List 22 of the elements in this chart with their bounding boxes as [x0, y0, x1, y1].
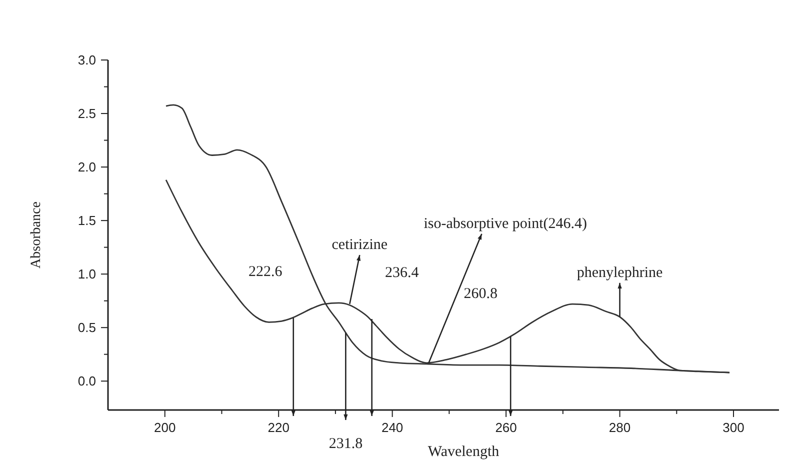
annotation: cetirizine — [332, 237, 388, 254]
x-tick-label: 200 — [154, 420, 176, 435]
y-tick-label: 1.0 — [78, 266, 96, 282]
annotation: phenylephrine — [576, 264, 664, 281]
y-axis-title: Absorbance — [29, 202, 44, 268]
x-tick-label: 280 — [608, 420, 631, 435]
y-tick-label: 2.5 — [78, 106, 96, 122]
y-tick-label: 0.0 — [78, 374, 96, 389]
annotation: 260.8 — [464, 286, 498, 302]
annotation: 222.6 — [248, 264, 283, 280]
x-tick-label: 240 — [381, 420, 404, 435]
y-tick-label: 2.0 — [78, 160, 96, 175]
x-tick-label: 260 — [495, 420, 517, 435]
x-axis-title: Wavelength — [428, 444, 500, 460]
x-tick-label: 220 — [268, 420, 290, 435]
y-tick-label: 3.0 — [78, 52, 96, 68]
y-tick-label: 0.5 — [78, 320, 96, 336]
x-tick-label: 300 — [722, 420, 744, 435]
y-tick-label: 1.5 — [78, 213, 96, 228]
annotation: 231.8 — [328, 436, 363, 452]
annotation: iso-absorptive point(246.4) — [424, 216, 588, 232]
annotation: 236.4 — [384, 265, 420, 282]
